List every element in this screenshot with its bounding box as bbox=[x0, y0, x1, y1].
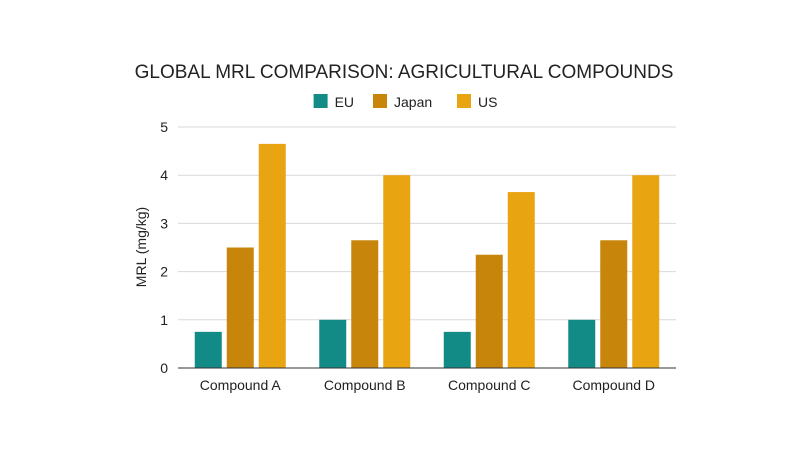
legend-label-japan: Japan bbox=[394, 94, 432, 110]
bar-us-compound-c bbox=[507, 192, 535, 368]
legend: EU Japan US bbox=[313, 94, 497, 110]
bar-us-compound-a bbox=[258, 143, 286, 368]
bar-eu-compound-d bbox=[568, 319, 596, 368]
y-axis-label: MRL (mg/kg) bbox=[133, 207, 149, 287]
y-tick-label: 1 bbox=[160, 312, 168, 328]
bar-eu-compound-b bbox=[319, 319, 347, 368]
legend-swatch-eu bbox=[313, 94, 328, 108]
bar-japan-compound-b bbox=[351, 240, 379, 368]
legend-label-us: US bbox=[478, 94, 497, 110]
bars bbox=[194, 143, 660, 368]
bar-japan-compound-d bbox=[600, 240, 628, 368]
y-tick-label: 3 bbox=[160, 215, 168, 231]
bar-eu-compound-c bbox=[443, 331, 471, 368]
bar-japan-compound-a bbox=[226, 247, 254, 368]
legend-swatch-us bbox=[457, 94, 471, 108]
bar-japan-compound-c bbox=[475, 254, 503, 368]
y-tick-label: 5 bbox=[160, 119, 168, 135]
x-tick-label: Compound D bbox=[573, 377, 656, 393]
bar-us-compound-b bbox=[383, 175, 411, 368]
y-tick-label: 4 bbox=[160, 167, 168, 183]
legend-swatch-japan bbox=[373, 94, 387, 108]
bar-eu-compound-a bbox=[194, 331, 222, 368]
bar-us-compound-d bbox=[632, 175, 660, 368]
x-tick-label: Compound C bbox=[448, 377, 531, 393]
chart-title: GLOBAL MRL COMPARISON: AGRICULTURAL COMP… bbox=[135, 62, 674, 83]
y-tick-label: 2 bbox=[160, 264, 168, 280]
y-axis-ticks: 0 1 2 3 4 5 bbox=[160, 119, 168, 376]
y-tick-label: 0 bbox=[160, 360, 168, 376]
legend-label-eu: EU bbox=[335, 94, 354, 110]
x-tick-label: Compound A bbox=[200, 377, 282, 393]
x-axis-ticks: Compound A Compound B Compound C Compound D bbox=[200, 377, 655, 393]
x-tick-label: Compound B bbox=[324, 377, 406, 393]
